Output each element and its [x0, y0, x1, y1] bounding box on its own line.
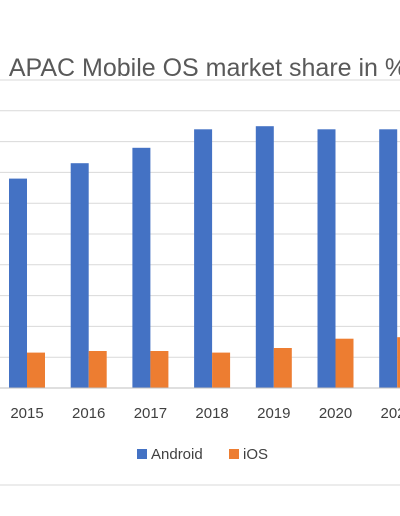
bar-ios-2019 [273, 348, 292, 388]
x-tick-label: 2015 [10, 405, 43, 422]
bar-android-2016 [70, 163, 89, 388]
chart-title: APAC Mobile OS market share in % [9, 54, 400, 82]
bar-android-2021 [379, 129, 398, 389]
bar-android-2017 [132, 147, 151, 388]
bar-android-2019 [255, 126, 274, 388]
x-tick-label: 2019 [257, 405, 290, 422]
x-tick-label: 2020 [319, 405, 352, 422]
x-tick-label: 2021 [381, 405, 400, 422]
x-tick-label: 2017 [134, 405, 167, 422]
bar-android-2018 [194, 129, 213, 389]
bar-ios-2018 [212, 352, 231, 388]
bars [9, 126, 400, 389]
legend-label-ios: iOS [243, 446, 268, 463]
bar-ios-2016 [88, 351, 107, 388]
bar-ios-2017 [150, 351, 169, 388]
legend-swatch-android [137, 449, 147, 459]
legend: Android iOS [137, 446, 268, 463]
x-tick-labels: 2015 2016 2017 2018 2019 2020 2021 [10, 405, 400, 422]
bar-ios-2020 [335, 338, 354, 388]
bar-ios-2015 [27, 352, 45, 388]
legend-swatch-ios [229, 449, 239, 459]
bar-android-2015 [9, 178, 27, 388]
bar-android-2020 [317, 129, 336, 389]
x-tick-label: 2018 [195, 405, 228, 422]
x-tick-label: 2016 [72, 405, 105, 422]
legend-label-android: Android [151, 446, 203, 463]
bar-ios-2021 [397, 337, 400, 388]
